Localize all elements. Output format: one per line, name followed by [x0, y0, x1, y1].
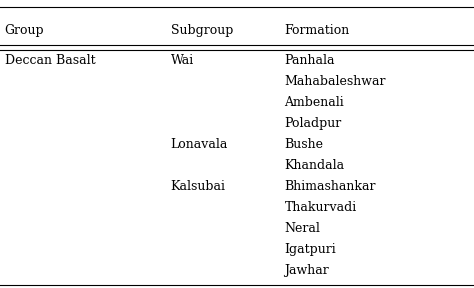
Text: Thakurvadi: Thakurvadi	[284, 201, 356, 214]
Text: Bhimashankar: Bhimashankar	[284, 180, 376, 193]
Text: Group: Group	[5, 24, 45, 37]
Text: Khandala: Khandala	[284, 159, 345, 172]
Text: Wai: Wai	[171, 54, 194, 67]
Text: Jawhar: Jawhar	[284, 264, 329, 277]
Text: Poladpur: Poladpur	[284, 117, 342, 130]
Text: Ambenali: Ambenali	[284, 96, 344, 109]
Text: Igatpuri: Igatpuri	[284, 243, 336, 256]
Text: Mahabaleshwar: Mahabaleshwar	[284, 75, 386, 88]
Text: Formation: Formation	[284, 24, 350, 37]
Text: Subgroup: Subgroup	[171, 24, 233, 37]
Text: Kalsubai: Kalsubai	[171, 180, 226, 193]
Text: Panhala: Panhala	[284, 54, 335, 67]
Text: Neral: Neral	[284, 222, 320, 235]
Text: Lonavala: Lonavala	[171, 138, 228, 151]
Text: Bushe: Bushe	[284, 138, 323, 151]
Text: Deccan Basalt: Deccan Basalt	[5, 54, 95, 67]
